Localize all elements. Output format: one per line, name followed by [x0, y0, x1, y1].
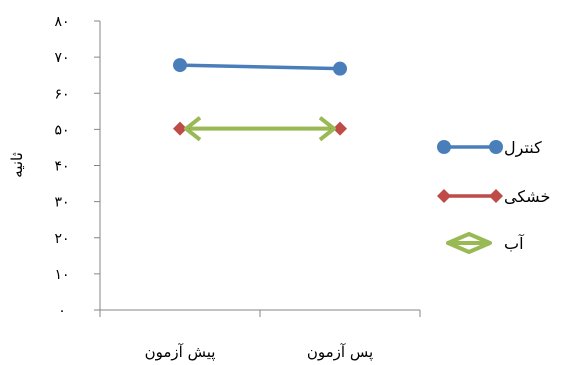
y-tick-label: ۷۰ [54, 50, 69, 66]
data-point [173, 121, 187, 136]
y-tick-label: ۱۰ [54, 267, 69, 283]
legend-marker [437, 140, 451, 154]
y-tick-label: ۴۰ [54, 159, 69, 175]
legend-marker [437, 189, 451, 203]
y-tick-label: ۸۰ [54, 14, 69, 30]
data-point [333, 121, 347, 136]
y-axis-title: ثانیه [8, 152, 26, 178]
data-point [184, 116, 202, 142]
legend-marker [489, 140, 503, 154]
legend: کنترل خشکی آب [437, 138, 550, 254]
x-axis: پیش آزمون پس آزمون [99, 309, 421, 362]
legend-label: کنترل [504, 138, 542, 158]
y-tick-label: ۲۰ [54, 231, 69, 247]
legend-marker [489, 189, 503, 203]
y-tick-label: ۵۰ [54, 122, 69, 138]
data-point [318, 116, 336, 142]
x-category-label: پس آزمون [307, 343, 373, 362]
x-category-label: پیش آزمون [145, 343, 216, 362]
legend-marker [446, 232, 492, 254]
legend-item: آب [446, 232, 525, 254]
y-tick-label: ۰ [58, 303, 66, 319]
series-layer [173, 58, 347, 142]
y-tick-label: ۳۰ [54, 195, 69, 211]
legend-item: خشکی [437, 187, 550, 206]
series-double-arrow [184, 116, 336, 142]
y-tick-label: ۶۰ [54, 86, 69, 102]
series-circle [173, 58, 347, 76]
data-point [173, 58, 187, 73]
legend-label: خشکی [504, 187, 550, 206]
series-line [179, 63, 341, 71]
y-axis: ۰ ۱۰ ۲۰ ۳۰ ۴۰ ۵۰ ۶۰ ۷۰ ۸۰ [54, 14, 101, 319]
legend-label: آب [504, 234, 525, 253]
data-point [333, 61, 347, 76]
legend-item: کنترل [437, 138, 542, 158]
